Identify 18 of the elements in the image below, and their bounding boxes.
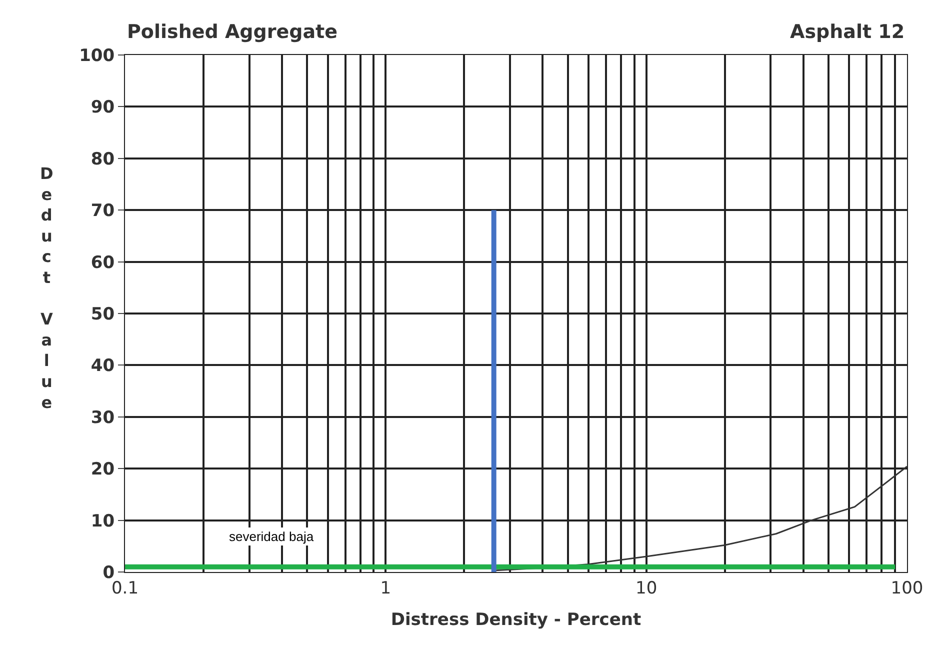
y-tick-label: 50 (90, 304, 115, 324)
x-tick-label: 10 (636, 578, 658, 598)
annotation: severidad baja (229, 529, 314, 544)
y-tick-label: 40 (90, 356, 115, 376)
chart-title: Polished Aggregate (127, 21, 338, 43)
y-tick-label: 90 (90, 98, 115, 118)
y-tick-label: 60 (90, 252, 115, 273)
y-tick-label: 30 (90, 408, 115, 428)
text: Deduct Value (40, 164, 54, 412)
y-tick-label: 70 (90, 201, 115, 222)
x-axis-title: Distress Density - Percent (390, 610, 642, 630)
y-tick-label: 20 (90, 460, 115, 480)
y-tick-label: 10 (90, 511, 115, 532)
x-tick-label: 100 (890, 578, 924, 598)
y-tick-label: 80 (90, 149, 115, 170)
chart-subtitle: Asphalt 12 (790, 21, 905, 43)
y-tick-label: 100 (79, 46, 115, 66)
x-tick-label: 1 (380, 578, 392, 598)
